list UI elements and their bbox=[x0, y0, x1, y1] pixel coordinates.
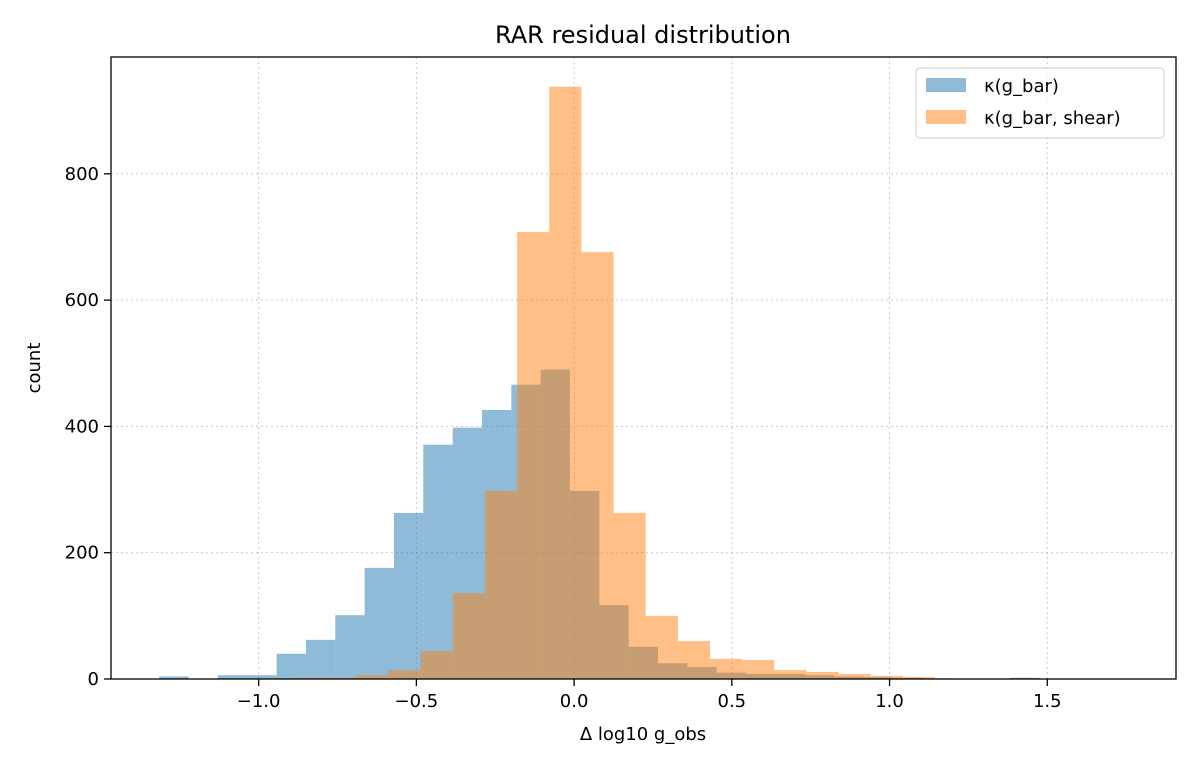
histogram-bar bbox=[393, 512, 424, 679]
histogram-bar bbox=[581, 252, 614, 679]
x-axis-label: Δ log10 g_obs bbox=[580, 724, 706, 745]
histogram-bar bbox=[305, 639, 336, 679]
histogram-bar bbox=[364, 567, 394, 679]
legend-frame bbox=[915, 67, 1165, 139]
series-1 bbox=[292, 86, 935, 679]
histogram-bar bbox=[420, 651, 453, 679]
y-tick-label: 0 bbox=[88, 669, 99, 690]
histogram-bar bbox=[709, 658, 743, 679]
histogram-bar bbox=[806, 672, 839, 679]
legend: κ(g_bar) κ(g_bar, shear) bbox=[915, 67, 1165, 139]
y-tick-label: 600 bbox=[65, 290, 99, 311]
histogram-bar bbox=[423, 444, 453, 679]
y-axis-ticks: 0 200 400 600 800 bbox=[65, 164, 111, 690]
histogram-bar bbox=[276, 653, 306, 679]
legend-label-kappa-gbar-shear: κ(g_bar, shear) bbox=[984, 108, 1121, 129]
histogram-bar bbox=[838, 673, 871, 679]
y-tick-label: 400 bbox=[65, 416, 99, 437]
histogram-bar bbox=[484, 490, 518, 679]
chart-title: RAR residual distribution bbox=[495, 21, 791, 49]
histogram-bar bbox=[742, 660, 775, 679]
x-axis-ticks: −1.0 −0.5 0.0 0.5 1.0 1.5 bbox=[237, 679, 1062, 712]
histogram-bar bbox=[549, 86, 582, 679]
x-tick-label: −0.5 bbox=[395, 691, 439, 712]
legend-label-kappa-gbar: κ(g_bar) bbox=[984, 76, 1059, 97]
histogram-bar bbox=[159, 676, 189, 679]
histogram-bar bbox=[902, 677, 935, 679]
histogram-bar bbox=[217, 675, 248, 679]
histogram-bar bbox=[388, 670, 421, 679]
y-axis-label: count bbox=[24, 343, 45, 394]
bars bbox=[159, 86, 1040, 679]
axes-frame bbox=[110, 56, 1177, 680]
x-tick-label: 0.0 bbox=[560, 691, 589, 712]
legend-swatch-kappa-gbar bbox=[926, 78, 966, 92]
histogram-bar bbox=[645, 615, 678, 679]
y-tick-label: 200 bbox=[65, 543, 99, 564]
histogram-bar bbox=[517, 231, 550, 679]
histogram-bar bbox=[677, 641, 710, 679]
x-tick-label: 0.5 bbox=[718, 691, 747, 712]
histogram-bar bbox=[774, 670, 807, 679]
histogram-bar bbox=[870, 675, 903, 679]
histogram-bar bbox=[356, 675, 389, 679]
legend-swatch-kappa-gbar-shear bbox=[926, 110, 966, 124]
x-tick-label: −1.0 bbox=[237, 691, 281, 712]
y-tick-label: 800 bbox=[65, 164, 99, 185]
histogram-bar bbox=[452, 593, 485, 679]
histogram-bar bbox=[335, 615, 365, 679]
x-tick-label: 1.5 bbox=[1033, 691, 1062, 712]
histogram-bar bbox=[613, 512, 646, 679]
x-tick-label: 1.0 bbox=[875, 691, 904, 712]
histogram-bar bbox=[247, 675, 277, 679]
